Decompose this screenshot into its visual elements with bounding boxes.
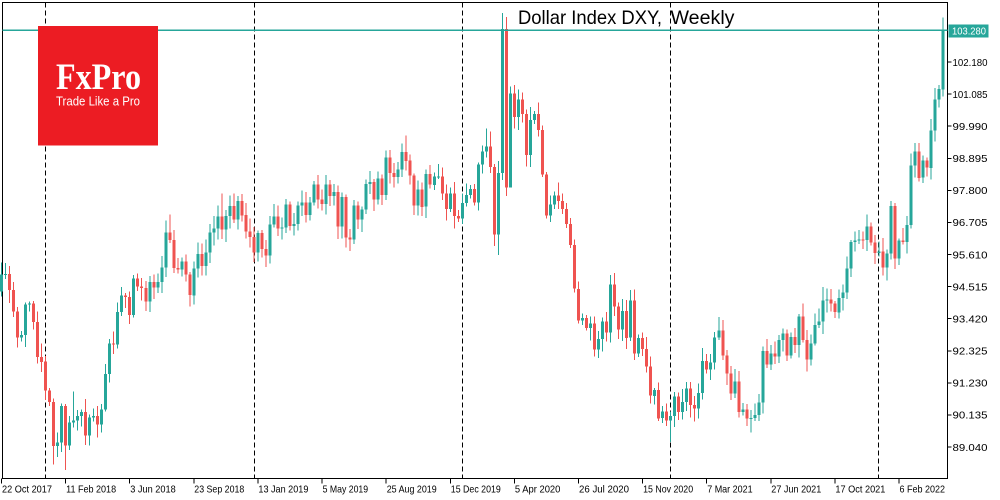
svg-text:93.420: 93.420	[953, 314, 988, 326]
svg-text:91.230: 91.230	[953, 378, 988, 390]
svg-text:15 Nov 2020: 15 Nov 2020	[643, 484, 693, 496]
svg-text:7 Mar 2021: 7 Mar 2021	[707, 484, 753, 496]
svg-text:98.895: 98.895	[953, 153, 988, 165]
svg-text:96.705: 96.705	[953, 217, 988, 229]
svg-text:13 Jan 2019: 13 Jan 2019	[258, 484, 308, 496]
svg-text:FxPro: FxPro	[56, 57, 141, 98]
svg-text:25 Aug 2019: 25 Aug 2019	[387, 484, 437, 496]
svg-text:Weekly: Weekly	[671, 7, 735, 29]
svg-text:22 Oct 2017: 22 Oct 2017	[2, 484, 52, 496]
svg-text:Trade Like a Pro: Trade Like a Pro	[56, 95, 140, 109]
svg-text:17 Oct 2021: 17 Oct 2021	[835, 484, 885, 496]
svg-text:3 Jun 2018: 3 Jun 2018	[130, 484, 176, 496]
svg-text:5 Apr 2020: 5 Apr 2020	[515, 484, 561, 496]
svg-text:89.040: 89.040	[953, 442, 988, 454]
svg-text:102.180: 102.180	[953, 57, 988, 69]
svg-text:95.610: 95.610	[953, 249, 988, 261]
svg-text:26 Jul 2020: 26 Jul 2020	[579, 484, 629, 496]
svg-text:101.085: 101.085	[953, 89, 988, 101]
svg-text:97.800: 97.800	[953, 185, 988, 197]
svg-text:23 Sep 2018: 23 Sep 2018	[194, 484, 244, 496]
svg-text:103.280: 103.280	[952, 25, 986, 37]
svg-text:90.135: 90.135	[953, 410, 988, 422]
svg-text:99.990: 99.990	[953, 121, 988, 133]
svg-text:11 Feb 2018: 11 Feb 2018	[66, 484, 116, 496]
svg-text:94.515: 94.515	[953, 281, 988, 293]
svg-text:27 Jun 2021: 27 Jun 2021	[771, 484, 821, 496]
svg-text:5 May 2019: 5 May 2019	[323, 484, 369, 496]
svg-text:Dollar Index DXY,: Dollar Index DXY,	[518, 7, 662, 29]
svg-text:92.325: 92.325	[953, 346, 988, 358]
svg-text:6 Feb 2022: 6 Feb 2022	[900, 484, 946, 496]
svg-text:15 Dec 2019: 15 Dec 2019	[451, 484, 501, 496]
